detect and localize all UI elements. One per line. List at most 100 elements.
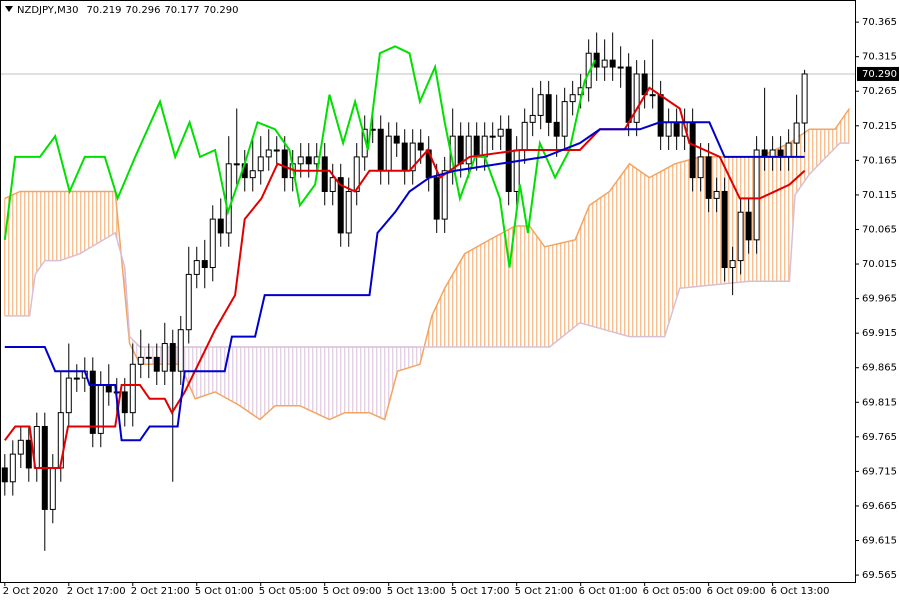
symbol: NZDJPY,M30 [17,5,78,16]
candle-body [89,370,96,434]
candle-body [489,135,496,138]
y-tick-label: 70.165 [862,155,897,166]
candle-body [713,190,720,199]
candle-body [625,66,632,123]
candle-body [529,114,536,123]
candle-body [321,156,328,192]
x-tick-label: 6 Oct 13:00 [771,586,830,597]
plot-frame [0,0,856,583]
candle-body [393,135,400,144]
candle-body [273,149,280,152]
candle-body [457,135,464,165]
header-open: 70.219 [86,5,121,16]
candle-body [801,73,808,124]
y-tick-label: 70.265 [862,86,897,97]
y-tick-label: 70.015 [862,259,897,270]
candle-body [49,467,56,510]
candle-body [737,211,744,262]
candle-body [153,356,160,372]
candle-body [209,218,216,268]
candle-body [249,170,256,179]
candle-body [553,121,560,137]
candle-body [217,218,224,234]
y-tick-label: 69.965 [862,294,897,305]
candle-body [385,135,392,172]
indicator-line [3,45,596,268]
y-tick-label: 69.615 [862,536,897,547]
y-tick-label: 70.365 [862,17,897,28]
candle-body [417,142,424,151]
candle-body [537,94,544,116]
candle-body [569,94,576,103]
y-tick-label: 69.815 [862,397,897,408]
candle-body [65,377,72,414]
candle-body [433,177,440,220]
x-tick-label: 5 Oct 13:00 [387,586,446,597]
candle-body [137,356,144,365]
candle-body [185,273,192,331]
candle-body [105,384,112,393]
candle-body [297,156,304,165]
candle-body [729,260,736,268]
candle-body [169,343,176,372]
candle-body [473,135,480,158]
candle-body [177,329,184,372]
header: NZDJPY,M30 70.219 70.296 70.177 70.290 [17,5,238,16]
candle-body [305,156,312,165]
candle-body [121,391,128,414]
candle-body [697,156,704,179]
y-tick-label: 69.765 [862,432,897,443]
indicator-line [4,121,805,442]
last-price-box [857,66,899,81]
candle-body [665,121,672,137]
x-tick-label: 5 Oct 17:00 [451,586,510,597]
candle-body [73,377,80,380]
header-low: 70.177 [164,5,199,16]
y-tick-label: 69.665 [862,501,897,512]
header-close: 70.290 [203,5,238,16]
candle-body [785,142,792,158]
candle-body [17,439,24,455]
candle-body [1,467,8,483]
header-marker [5,6,13,12]
candle-body [617,66,624,69]
candle-body [377,128,384,172]
indicator-line [4,86,806,469]
candle-body [561,101,568,137]
x-tick-label: 2 Oct 17:00 [67,586,126,597]
candle-body [401,142,408,172]
candle-body [705,156,712,199]
x-tick-label: 5 Oct 01:00 [195,586,254,597]
candle-body [337,177,344,234]
candle-body [329,177,336,192]
candle-body [601,59,608,68]
candle-body [513,149,520,192]
candle-body [777,149,784,158]
candle-body [9,453,16,483]
y-tick-label: 70.065 [862,224,897,235]
candle-body [761,149,768,158]
y-tick-label: 70.115 [862,190,897,201]
candle-body [769,149,776,158]
candle-body [545,94,552,123]
candle-body [441,170,448,220]
candle-body [657,94,664,137]
candle-body [281,149,288,179]
y-tick-label: 69.915 [862,328,897,339]
candle-body [721,190,728,268]
y-tick-label: 70.215 [862,121,897,132]
candle-body [793,122,800,144]
candle-body [361,128,368,158]
candle-body [225,163,232,234]
plot-area [0,32,855,551]
candle-body [649,94,656,97]
candle-body [201,260,208,268]
candle-body [129,363,136,414]
candle-body [609,59,616,68]
x-tick-label: 2 Oct 21:00 [131,586,190,597]
x-tick-label: 5 Oct 09:00 [323,586,382,597]
candle-body [673,121,680,137]
candle-body [353,156,360,192]
